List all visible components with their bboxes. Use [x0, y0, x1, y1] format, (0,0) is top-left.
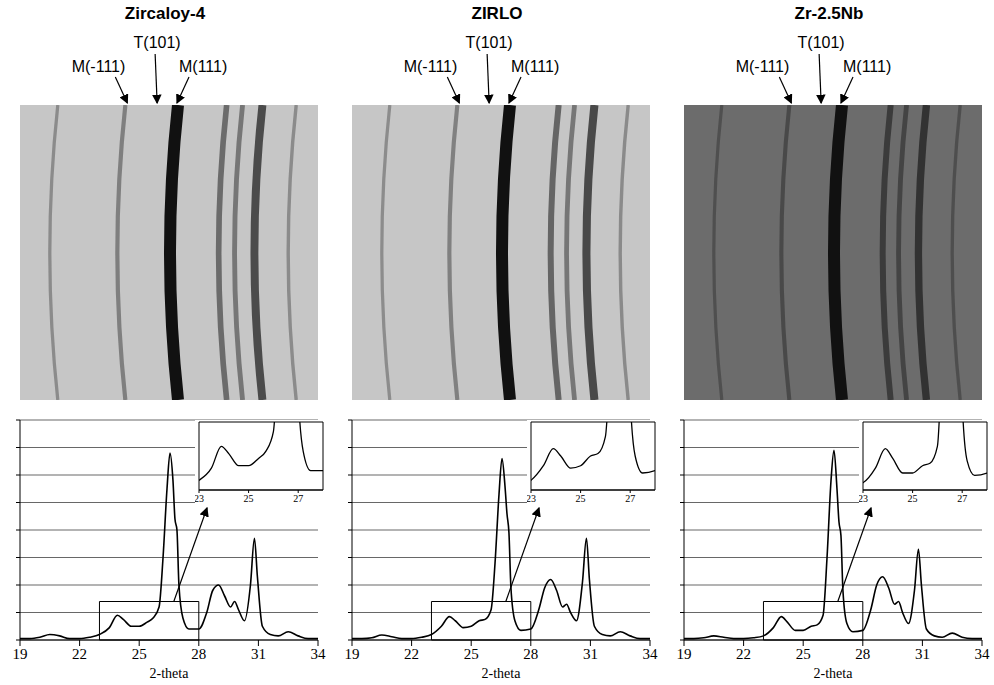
svg-text:27: 27: [293, 493, 303, 504]
svg-text:2-theta: 2-theta: [150, 666, 190, 680]
svg-text:22: 22: [404, 646, 419, 662]
svg-text:25: 25: [908, 493, 918, 504]
svg-text:T(101): T(101): [134, 34, 181, 51]
svg-text:25: 25: [576, 493, 586, 504]
html-text:Zr-2.5Nb: Zr-2.5Nb: [794, 4, 864, 23]
svg-text:23: 23: [195, 493, 204, 504]
svg-text:28: 28: [855, 646, 870, 662]
svg-text:27: 27: [957, 493, 967, 504]
svg-text:23: 23: [527, 493, 536, 504]
svg-text:31: 31: [915, 646, 930, 662]
svg-text:27: 27: [625, 493, 635, 504]
svg-text:M(111): M(111): [179, 58, 227, 75]
svg-text:22: 22: [736, 646, 751, 662]
svg-text:34: 34: [975, 646, 991, 662]
svg-text:31: 31: [583, 646, 598, 662]
svg-text:M(-111): M(-111): [72, 58, 126, 75]
svg-text:25: 25: [244, 493, 254, 504]
svg-text:19: 19: [13, 646, 28, 662]
svg-text:31: 31: [251, 646, 266, 662]
svg-text:23: 23: [859, 493, 868, 504]
html-text:Zircaloy-4: Zircaloy-4: [124, 4, 206, 23]
html-text:ZIRLO: ZIRLO: [471, 4, 523, 23]
svg-text:19: 19: [345, 646, 360, 662]
svg-text:22: 22: [72, 646, 87, 662]
svg-text:M(111): M(111): [511, 58, 559, 75]
svg-text:2-theta: 2-theta: [814, 666, 854, 680]
svg-text:28: 28: [191, 646, 206, 662]
svg-text:2-theta: 2-theta: [482, 666, 522, 680]
svg-text:25: 25: [796, 646, 811, 662]
svg-text:T(101): T(101): [466, 34, 513, 51]
svg-text:28: 28: [523, 646, 538, 662]
svg-text:25: 25: [464, 646, 479, 662]
svg-text:T(101): T(101): [798, 34, 845, 51]
svg-text:M(111): M(111): [843, 58, 891, 75]
svg-text:M(-111): M(-111): [404, 58, 458, 75]
svg-text:34: 34: [311, 646, 327, 662]
svg-text:34: 34: [643, 646, 659, 662]
svg-text:M(-111): M(-111): [736, 58, 790, 75]
svg-text:19: 19: [677, 646, 692, 662]
svg-text:25: 25: [132, 646, 147, 662]
